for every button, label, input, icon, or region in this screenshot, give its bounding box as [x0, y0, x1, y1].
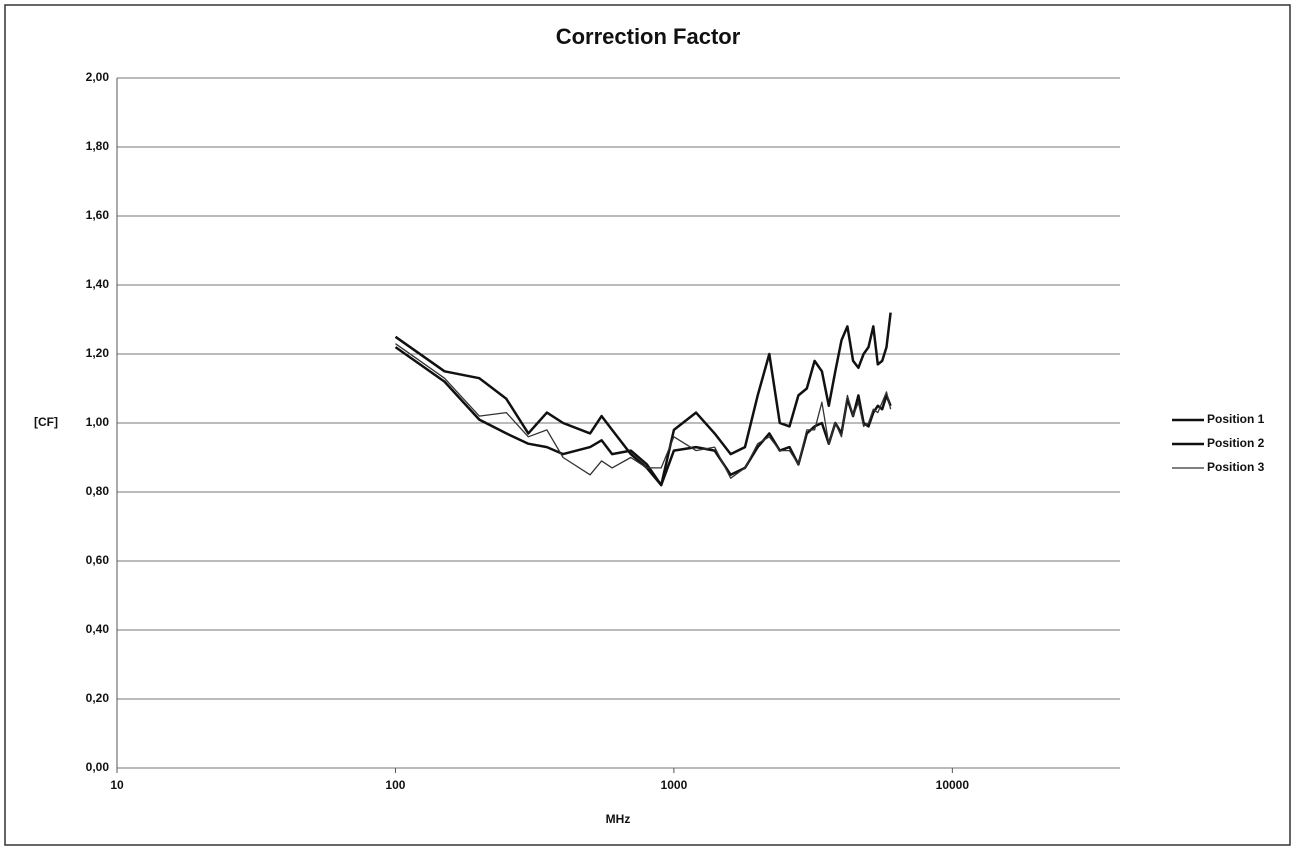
series-line [394, 346, 892, 487]
y-tick-label: 1,80 [86, 139, 110, 153]
x-tick-label: 10000 [936, 778, 970, 792]
y-tick-label: 0,40 [86, 622, 110, 636]
chart-frame [4, 4, 1291, 846]
y-tick-label: 1,00 [86, 415, 110, 429]
x-axis-label: MHz [606, 812, 631, 826]
y-tick-label: 2,00 [86, 70, 110, 84]
legend-label: Position 2 [1207, 436, 1265, 450]
y-tick-label: 0,20 [86, 691, 110, 705]
x-tick-label: 100 [385, 778, 405, 792]
y-tick-label: 0,60 [86, 553, 110, 567]
series-line [395, 343, 892, 479]
chart-title: Correction Factor [556, 24, 741, 49]
x-tick-label: 1000 [661, 778, 688, 792]
y-tick-label: 1,40 [86, 277, 110, 291]
y-tick-label: 1,20 [86, 346, 110, 360]
y-tick-label: 0,80 [86, 484, 110, 498]
y-tick-label: 1,60 [86, 208, 110, 222]
series-line [394, 312, 892, 487]
y-axis-label: [CF] [34, 415, 58, 429]
legend-label: Position 3 [1207, 460, 1265, 474]
x-tick-label: 10 [110, 778, 124, 792]
y-tick-label: 0,00 [86, 760, 110, 774]
legend-label: Position 1 [1207, 412, 1265, 426]
